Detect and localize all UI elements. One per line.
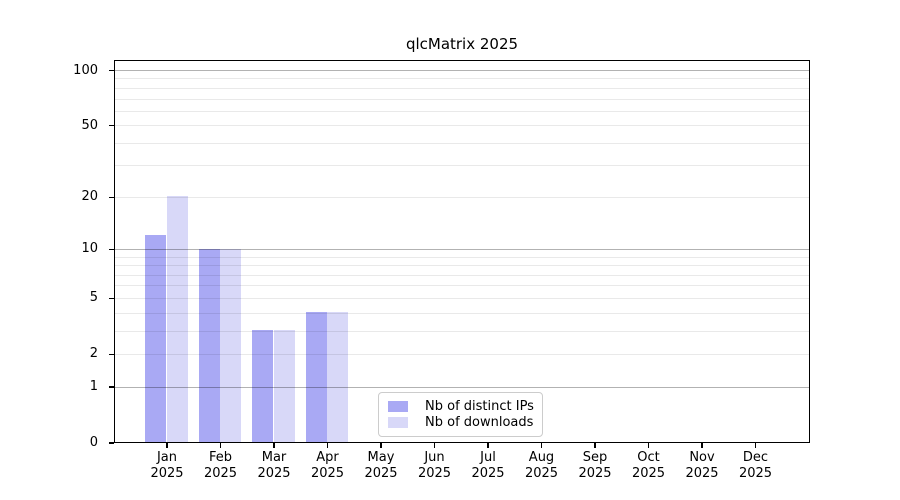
x-tick-mark	[273, 443, 275, 448]
bar-distinct-ips-apr	[305, 312, 327, 442]
gridline-4	[115, 312, 809, 314]
x-tick-label-aug: Aug 2025	[524, 450, 559, 481]
x-tick-label-oct: Oct 2025	[631, 450, 666, 481]
gridline-5	[115, 297, 809, 299]
y-tick-mark	[109, 124, 114, 127]
bar-distinct-ips-mar	[252, 330, 274, 442]
x-tick-label-dec: Dec 2025	[738, 450, 773, 481]
bar-distinct-ips-feb	[198, 248, 220, 442]
y-tick-label-1: 1	[89, 379, 98, 395]
legend-swatch-distinct-ips	[388, 400, 408, 412]
gridline-20	[115, 196, 809, 198]
gridline-10	[115, 249, 809, 250]
y-tick-mark	[109, 248, 114, 251]
y-tick-label-0: 0	[89, 435, 98, 450]
gridline-60	[115, 110, 809, 112]
x-tick-mark	[326, 443, 329, 448]
x-tick-label-nov: Nov 2025	[685, 450, 719, 481]
x-tick-label-apr: Apr 2025	[310, 450, 345, 481]
x-tick-label-jul: Jul 2025	[471, 450, 505, 481]
chart-title: qlcMatrix 2025	[405, 35, 519, 53]
gridline-6	[115, 285, 809, 287]
gridline-7	[115, 274, 809, 276]
x-tick-mark	[380, 443, 382, 448]
bar-downloads-feb	[220, 248, 242, 442]
gridline-9	[115, 256, 809, 258]
x-tick-label-jan: Jan 2025	[150, 450, 184, 481]
legend-label-downloads: Nb of downloads	[425, 415, 534, 431]
x-tick-label-may: May 2025	[364, 450, 398, 481]
y-tick-label-100: 100	[73, 62, 98, 78]
x-tick-mark	[540, 443, 543, 448]
y-tick-mark	[109, 442, 114, 444]
gridline-2	[115, 353, 809, 355]
x-tick-mark	[754, 443, 757, 448]
bar-distinct-ips-jan	[145, 235, 167, 442]
plot-area	[114, 60, 810, 443]
legend-item-downloads: Nb of downloads	[388, 415, 533, 432]
x-tick-label-feb: Feb 2025	[203, 450, 238, 481]
x-tick-mark	[219, 443, 222, 448]
x-tick-label-sep: Sep 2025	[578, 450, 612, 481]
x-tick-label-jun: Jun 2025	[417, 450, 452, 481]
y-tick-mark	[109, 196, 114, 199]
bar-downloads-mar	[273, 330, 295, 442]
gridline-80	[115, 87, 809, 89]
gridline-90	[115, 78, 809, 80]
y-tick-label-50: 50	[81, 117, 98, 133]
x-tick-mark	[701, 443, 703, 448]
gridline-50	[115, 125, 809, 127]
gridline-8	[115, 265, 809, 267]
gridline-3	[115, 330, 809, 332]
y-tick-label-5: 5	[89, 290, 98, 306]
bar-downloads-jan	[166, 196, 188, 442]
gridline-30	[115, 165, 809, 167]
legend-swatch-downloads	[388, 417, 408, 429]
gridline-100	[115, 70, 809, 72]
gridline-40	[115, 142, 809, 144]
y-tick-mark	[109, 386, 114, 388]
x-tick-mark	[433, 443, 436, 448]
y-tick-mark	[109, 297, 114, 300]
x-tick-mark	[594, 443, 596, 448]
x-tick-mark	[487, 443, 489, 448]
y-tick-mark	[109, 353, 114, 356]
y-tick-label-10: 10	[81, 241, 98, 257]
legend-label-distinct-ips: Nb of distinct IPs	[425, 398, 534, 414]
legend-item-distinct-ips: Nb of distinct IPs	[388, 398, 534, 415]
x-tick-mark	[166, 443, 168, 448]
gridline-70	[115, 98, 809, 100]
legend: Nb of distinct IPs Nb of downloads	[378, 392, 543, 437]
x-tick-label-mar: Mar 2025	[257, 450, 291, 481]
bar-downloads-apr	[327, 312, 349, 442]
gridline-1	[115, 386, 809, 388]
y-tick-label-20: 20	[81, 189, 98, 205]
x-tick-mark	[647, 443, 650, 448]
y-tick-mark	[109, 69, 114, 72]
y-tick-label-2: 2	[89, 346, 98, 362]
